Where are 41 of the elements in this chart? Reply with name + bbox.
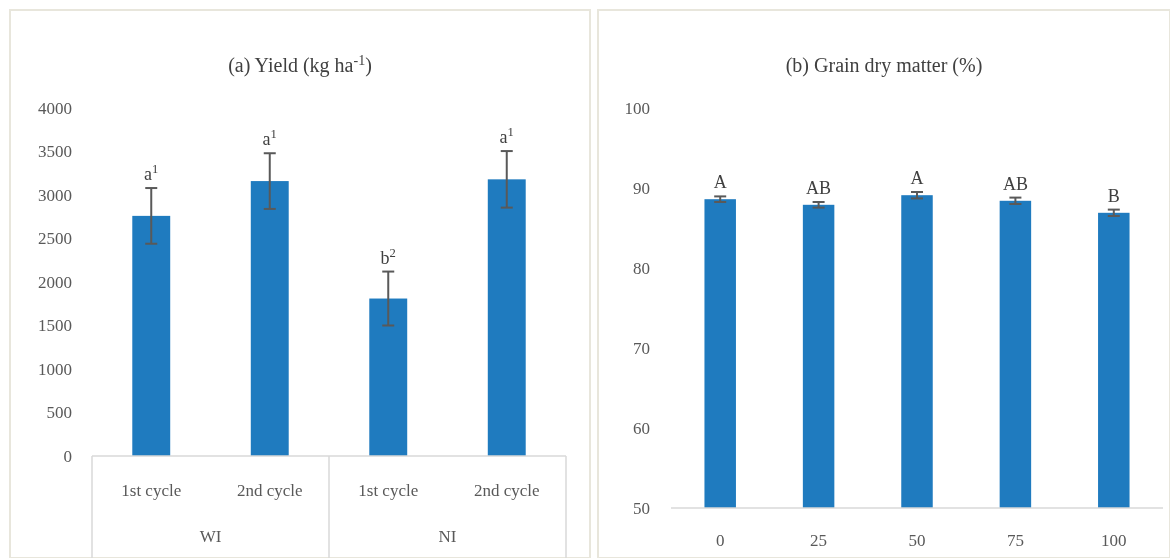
y-tick-label: 90 — [633, 178, 650, 198]
y-tick-label: 100 — [624, 98, 650, 118]
x-tick-label: 0 — [715, 531, 725, 550]
y-tick-label: 4000 — [38, 98, 72, 118]
y-tick-label: 0 — [63, 446, 72, 466]
annotation: AB — [1002, 173, 1028, 194]
y-tick-label: 500 — [46, 403, 72, 423]
x-tick-label: 2nd cycle — [473, 481, 540, 500]
y-tick-label: 2000 — [38, 272, 72, 292]
annotation: b$^{2}$ — [380, 245, 396, 268]
annotation: a$^{1}$ — [144, 162, 159, 185]
y-tick-label: 70 — [633, 338, 650, 358]
y-tick-label: 1000 — [38, 359, 72, 379]
y-tick-label: 2500 — [38, 229, 72, 249]
chart-title: (b) Grain dry matter (%) — [785, 54, 983, 77]
x-tick-label: 25 — [810, 531, 828, 550]
annotation: a$^{1}$ — [499, 125, 514, 148]
annotation: AB — [806, 178, 832, 198]
bar — [369, 298, 408, 456]
y-tick-label: 60 — [633, 418, 650, 438]
y-tick-label: 50 — [633, 498, 650, 518]
y-tick-label: 1500 — [38, 316, 72, 336]
bar — [250, 181, 289, 456]
annotation: A — [910, 168, 924, 188]
text: WI — [199, 527, 222, 546]
chart-title: (a) Yield (kg ha$^{-1}$) — [228, 52, 372, 77]
x-tick-label: 75 — [1006, 531, 1024, 550]
y-tick-label: 3500 — [38, 142, 72, 162]
annotation: A — [713, 172, 727, 193]
annotation: B — [1107, 185, 1120, 206]
text: NI — [438, 527, 457, 546]
y-tick-label: 80 — [633, 258, 650, 278]
y-tick-label: 3000 — [38, 185, 72, 205]
x-tick-label: 2nd cycle — [236, 481, 303, 500]
x-tick-label: 50 — [908, 531, 926, 550]
bar — [487, 179, 526, 456]
x-tick-label: 1st cycle — [358, 481, 419, 500]
annotation: a$^{1}$ — [262, 127, 277, 150]
bar — [132, 215, 171, 456]
x-tick-label: 100 — [1101, 531, 1127, 550]
x-tick-label: 1st cycle — [121, 481, 182, 500]
